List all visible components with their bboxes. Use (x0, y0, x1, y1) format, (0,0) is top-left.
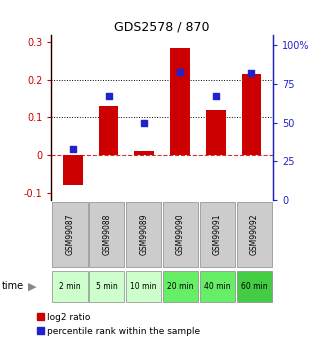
Bar (200, 202, 235, 267)
Text: GSM99091: GSM99091 (213, 214, 222, 255)
Bar (237, 202, 272, 267)
Bar (200, 271, 235, 302)
Text: 20 min: 20 min (167, 282, 194, 291)
Text: GSM99088: GSM99088 (102, 214, 111, 255)
Bar (170, 48, 190, 155)
Text: GSM99087: GSM99087 (65, 214, 74, 255)
Legend: log2 ratio, percentile rank within the sample: log2 ratio, percentile rank within the s… (37, 313, 201, 336)
Bar (126, 271, 161, 302)
Point (70, 146, 75, 152)
Text: GSM99092: GSM99092 (250, 214, 259, 255)
Bar (89, 271, 125, 302)
Bar (63, 155, 82, 185)
Title: GDS2578 / 870: GDS2578 / 870 (114, 20, 210, 33)
Text: 60 min: 60 min (241, 282, 268, 291)
Bar (89, 202, 125, 267)
Text: time: time (2, 282, 24, 291)
Bar (52, 202, 88, 267)
Text: 2 min: 2 min (59, 282, 81, 291)
Bar (52, 271, 88, 302)
Text: GSM99090: GSM99090 (176, 214, 185, 255)
Bar (163, 202, 198, 267)
Bar (206, 110, 226, 155)
Bar (126, 202, 161, 267)
Point (106, 93, 111, 99)
Point (142, 120, 147, 126)
Point (249, 70, 254, 76)
Bar (163, 271, 198, 302)
Bar (134, 151, 154, 155)
Text: 5 min: 5 min (96, 282, 117, 291)
Bar (237, 271, 272, 302)
Point (178, 69, 183, 75)
Text: GSM99089: GSM99089 (139, 214, 148, 255)
Bar (99, 106, 118, 155)
Bar (242, 74, 261, 155)
Point (213, 93, 218, 99)
Text: 10 min: 10 min (130, 282, 157, 291)
Text: 40 min: 40 min (204, 282, 231, 291)
Text: ▶: ▶ (28, 282, 36, 291)
